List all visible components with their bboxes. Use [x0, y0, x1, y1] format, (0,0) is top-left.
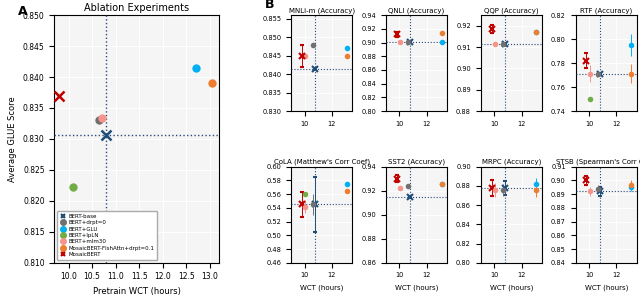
Title: RTF (Accuracy): RTF (Accuracy) — [580, 7, 632, 14]
Title: MNLi-m (Accuracy): MNLi-m (Accuracy) — [289, 7, 355, 14]
Title: MRPC (Accuracy): MRPC (Accuracy) — [482, 159, 541, 165]
Legend: BERT-base, BERT+drpt=0, BERT+GLU, BERT+lpLN, BERT+mlm30, MosaicBERT-FlshAttn+drp: BERT-base, BERT+drpt=0, BERT+GLU, BERT+l… — [57, 211, 157, 260]
X-axis label: WCT (hours): WCT (hours) — [395, 284, 438, 291]
Title: QNLI (Accuracy): QNLI (Accuracy) — [388, 7, 445, 14]
Title: Ablation Experiments: Ablation Experiments — [84, 3, 189, 13]
Text: B: B — [265, 0, 275, 11]
X-axis label: WCT (hours): WCT (hours) — [490, 284, 533, 291]
Title: SST2 (Accuracy): SST2 (Accuracy) — [388, 159, 445, 165]
X-axis label: WCT (hours): WCT (hours) — [300, 284, 343, 291]
X-axis label: Pretrain WCT (hours): Pretrain WCT (hours) — [93, 287, 181, 296]
X-axis label: WCT (hours): WCT (hours) — [584, 284, 628, 291]
Y-axis label: Average GLUE Score: Average GLUE Score — [8, 96, 17, 182]
Title: QQP (Accuracy): QQP (Accuracy) — [484, 7, 539, 14]
Text: A: A — [18, 5, 28, 18]
Title: CoLA (Matthew's Corr Coef): CoLA (Matthew's Corr Coef) — [273, 159, 370, 165]
Title: STSB (Spearman's Corr Coef): STSB (Spearman's Corr Coef) — [556, 159, 640, 165]
